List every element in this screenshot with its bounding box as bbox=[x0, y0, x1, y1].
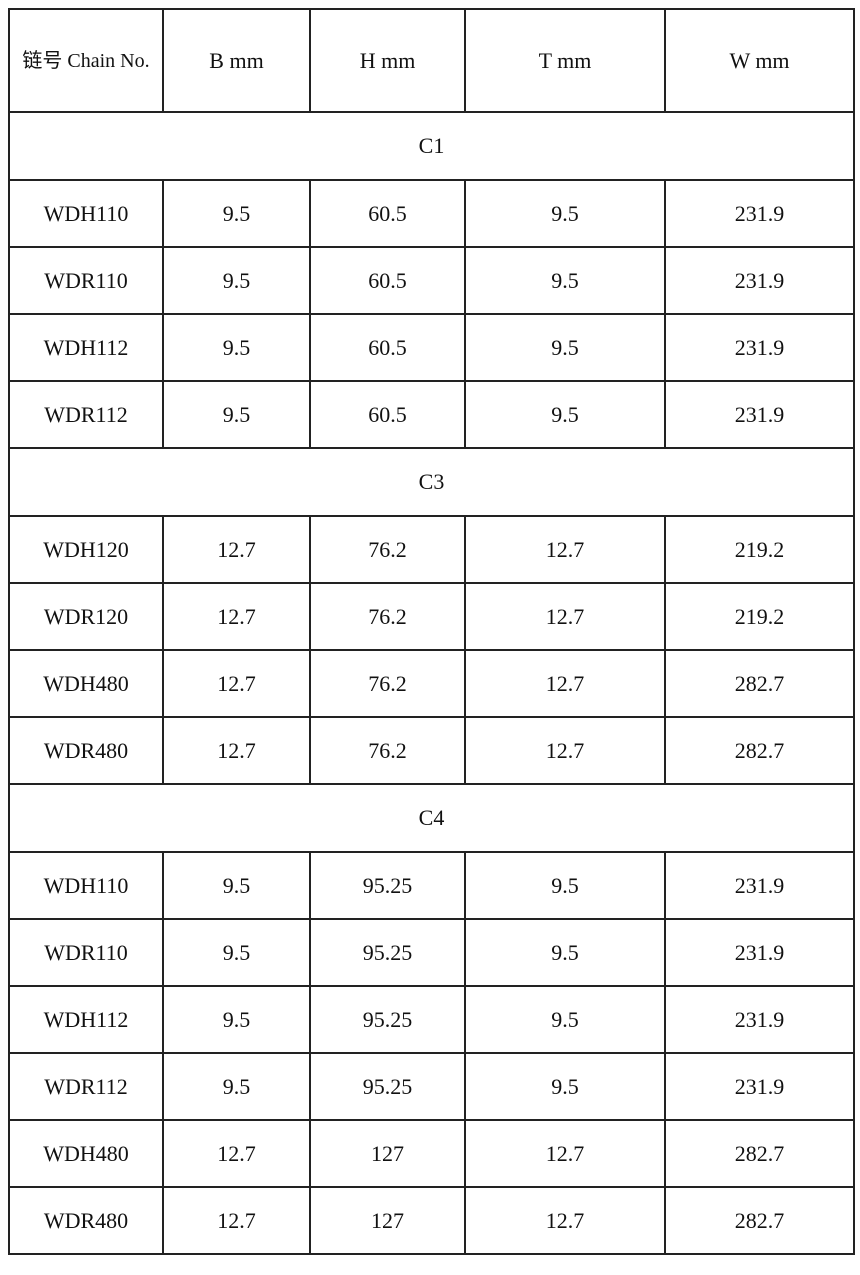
group-row: C4 bbox=[8, 783, 855, 853]
table-cell: 282.7 bbox=[664, 1119, 855, 1188]
table-cell: 95.25 bbox=[309, 918, 466, 987]
table-cell: 12.7 bbox=[464, 716, 666, 785]
table-cell: 12.7 bbox=[162, 1119, 311, 1188]
table-cell: 231.9 bbox=[664, 246, 855, 315]
table-cell: 9.5 bbox=[162, 918, 311, 987]
table-cell: 219.2 bbox=[664, 515, 855, 584]
table-cell: 231.9 bbox=[664, 1052, 855, 1121]
table-cell: 9.5 bbox=[162, 380, 311, 449]
table-cell: 9.5 bbox=[464, 246, 666, 315]
table-cell: 12.7 bbox=[162, 716, 311, 785]
data-row: WDH112 9.5 60.5 9.5 231.9 bbox=[8, 313, 855, 382]
table-cell: 76.2 bbox=[309, 649, 466, 718]
chain-table: 链号 Chain No. B mm H mm T mm W mm C1 WDH110 9.5 6… bbox=[8, 8, 855, 1255]
table-cell: 12.7 bbox=[162, 582, 311, 651]
table-cell: WDR480 bbox=[8, 1186, 164, 1255]
table-cell: 231.9 bbox=[664, 985, 855, 1054]
table-cell: WDR120 bbox=[8, 582, 164, 651]
data-row: WDR112 9.5 60.5 9.5 231.9 bbox=[8, 380, 855, 449]
header-cell: T mm bbox=[464, 8, 666, 113]
group-row: C1 bbox=[8, 111, 855, 181]
data-row: WDR480 12.7 76.2 12.7 282.7 bbox=[8, 716, 855, 785]
header-cell: 链号 Chain No. bbox=[8, 8, 164, 113]
table-cell: 9.5 bbox=[162, 985, 311, 1054]
table-cell: 231.9 bbox=[664, 313, 855, 382]
table-cell: WDH112 bbox=[8, 985, 164, 1054]
table-cell: 9.5 bbox=[162, 179, 311, 248]
header-cell: B mm bbox=[162, 8, 311, 113]
table-cell: 9.5 bbox=[162, 246, 311, 315]
header-cell: H mm bbox=[309, 8, 466, 113]
table-cell: WDH110 bbox=[8, 179, 164, 248]
table-cell: 9.5 bbox=[464, 918, 666, 987]
table-cell: 127 bbox=[309, 1186, 466, 1255]
data-row: WDH480 12.7 127 12.7 282.7 bbox=[8, 1119, 855, 1188]
table-cell: 9.5 bbox=[464, 313, 666, 382]
table-cell: 9.5 bbox=[464, 179, 666, 248]
table-cell: 95.25 bbox=[309, 1052, 466, 1121]
data-row: WDR112 9.5 95.25 9.5 231.9 bbox=[8, 1052, 855, 1121]
table-cell: 76.2 bbox=[309, 515, 466, 584]
table-cell: 231.9 bbox=[664, 380, 855, 449]
table-cell: 282.7 bbox=[664, 716, 855, 785]
table-cell: 9.5 bbox=[162, 313, 311, 382]
group-cell: C4 bbox=[8, 783, 855, 853]
table-cell: WDR110 bbox=[8, 246, 164, 315]
table-cell: WDR112 bbox=[8, 380, 164, 449]
table-cell: 231.9 bbox=[664, 179, 855, 248]
table-cell: 231.9 bbox=[664, 918, 855, 987]
table-cell: 12.7 bbox=[162, 515, 311, 584]
table-cell: 231.9 bbox=[664, 851, 855, 920]
table-cell: WDH480 bbox=[8, 649, 164, 718]
table-cell: 12.7 bbox=[162, 649, 311, 718]
group-cell: C1 bbox=[8, 111, 855, 181]
data-row: WDR120 12.7 76.2 12.7 219.2 bbox=[8, 582, 855, 651]
table-cell: 60.5 bbox=[309, 380, 466, 449]
table-cell: 60.5 bbox=[309, 313, 466, 382]
table-cell: WDH112 bbox=[8, 313, 164, 382]
table-cell: 60.5 bbox=[309, 246, 466, 315]
table-cell: 76.2 bbox=[309, 716, 466, 785]
table-cell: 282.7 bbox=[664, 1186, 855, 1255]
data-row: WDH110 9.5 95.25 9.5 231.9 bbox=[8, 851, 855, 920]
data-row: WDH120 12.7 76.2 12.7 219.2 bbox=[8, 515, 855, 584]
header-row: 链号 Chain No. B mm H mm T mm W mm bbox=[8, 8, 855, 113]
table-cell: 219.2 bbox=[664, 582, 855, 651]
table-cell: 9.5 bbox=[162, 1052, 311, 1121]
table-cell: 12.7 bbox=[464, 1186, 666, 1255]
group-row: C3 bbox=[8, 447, 855, 517]
table-cell: 9.5 bbox=[464, 380, 666, 449]
table-body: 链号 Chain No. B mm H mm T mm W mm C1 WDH110 9.5 6… bbox=[8, 8, 855, 1255]
table-cell: 12.7 bbox=[464, 515, 666, 584]
table-cell: WDH110 bbox=[8, 851, 164, 920]
table-cell: 127 bbox=[309, 1119, 466, 1188]
data-row: WDR480 12.7 127 12.7 282.7 bbox=[8, 1186, 855, 1255]
table-cell: 12.7 bbox=[464, 582, 666, 651]
data-row: WDH110 9.5 60.5 9.5 231.9 bbox=[8, 179, 855, 248]
table-cell: WDH480 bbox=[8, 1119, 164, 1188]
table-cell: WDR480 bbox=[8, 716, 164, 785]
table-cell: 95.25 bbox=[309, 851, 466, 920]
data-row: WDH112 9.5 95.25 9.5 231.9 bbox=[8, 985, 855, 1054]
table-cell: 12.7 bbox=[162, 1186, 311, 1255]
data-row: WDR110 9.5 60.5 9.5 231.9 bbox=[8, 246, 855, 315]
data-row: WDH480 12.7 76.2 12.7 282.7 bbox=[8, 649, 855, 718]
table-cell: WDR112 bbox=[8, 1052, 164, 1121]
table-cell: 60.5 bbox=[309, 179, 466, 248]
header-cell: W mm bbox=[664, 8, 855, 113]
table-cell: 9.5 bbox=[464, 985, 666, 1054]
table-cell: 282.7 bbox=[664, 649, 855, 718]
table-cell: 95.25 bbox=[309, 985, 466, 1054]
group-cell: C3 bbox=[8, 447, 855, 517]
table-cell: WDH120 bbox=[8, 515, 164, 584]
table-cell: WDR110 bbox=[8, 918, 164, 987]
table-cell: 12.7 bbox=[464, 1119, 666, 1188]
table-cell: 9.5 bbox=[464, 1052, 666, 1121]
table-cell: 9.5 bbox=[464, 851, 666, 920]
table-cell: 12.7 bbox=[464, 649, 666, 718]
data-row: WDR110 9.5 95.25 9.5 231.9 bbox=[8, 918, 855, 987]
table-cell: 9.5 bbox=[162, 851, 311, 920]
table-cell: 76.2 bbox=[309, 582, 466, 651]
